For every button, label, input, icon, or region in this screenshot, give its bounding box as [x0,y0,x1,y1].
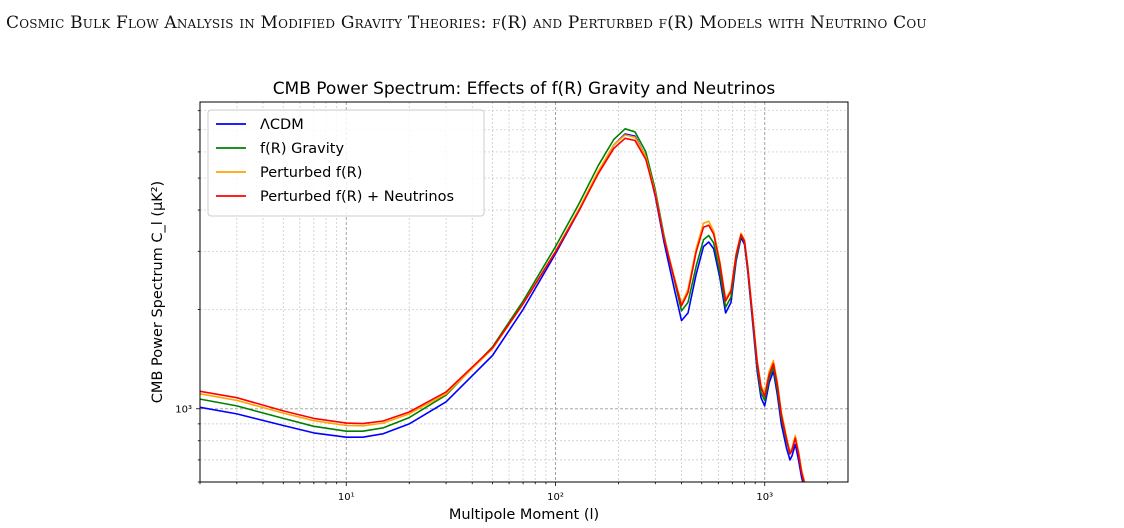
x-axis-label: Multipole Moment (l) [449,507,599,523]
x-tick-label: 10¹ [338,492,355,503]
series-line-3 [200,137,805,482]
legend-label: Perturbed f(R) + Neutrinos [260,189,454,205]
x-tick-label: 10² [547,492,564,503]
legend-label: Perturbed f(R) [260,165,362,181]
running-head: Cosmic Bulk Flow Analysis in Modified Gr… [0,13,1124,45]
chart-title: CMB Power Spectrum: Effects of f(R) Grav… [273,79,776,99]
series-lines [200,128,806,482]
y-axis-ticks: 10³ [175,110,200,483]
running-head-text: Cosmic Bulk Flow Analysis in Modified Gr… [6,13,927,33]
plot-frame [199,101,849,483]
y-axis-label: CMB Power Spectrum C_l (μK²) [150,181,166,403]
x-tick-label: 10³ [756,492,773,503]
legend-label: ΛCDM [260,117,304,133]
legend-label: f(R) Gravity [260,141,344,157]
y-tick-label: 10³ [175,404,192,415]
series-line-0 [200,133,804,482]
legend-box [207,109,485,217]
x-axis-ticks: 10¹ 10² 10³ [199,482,829,503]
major-gridlines [200,102,848,482]
legend: ΛCDM f(R) Gravity Perturbed f(R) Perturbed … [207,109,485,217]
